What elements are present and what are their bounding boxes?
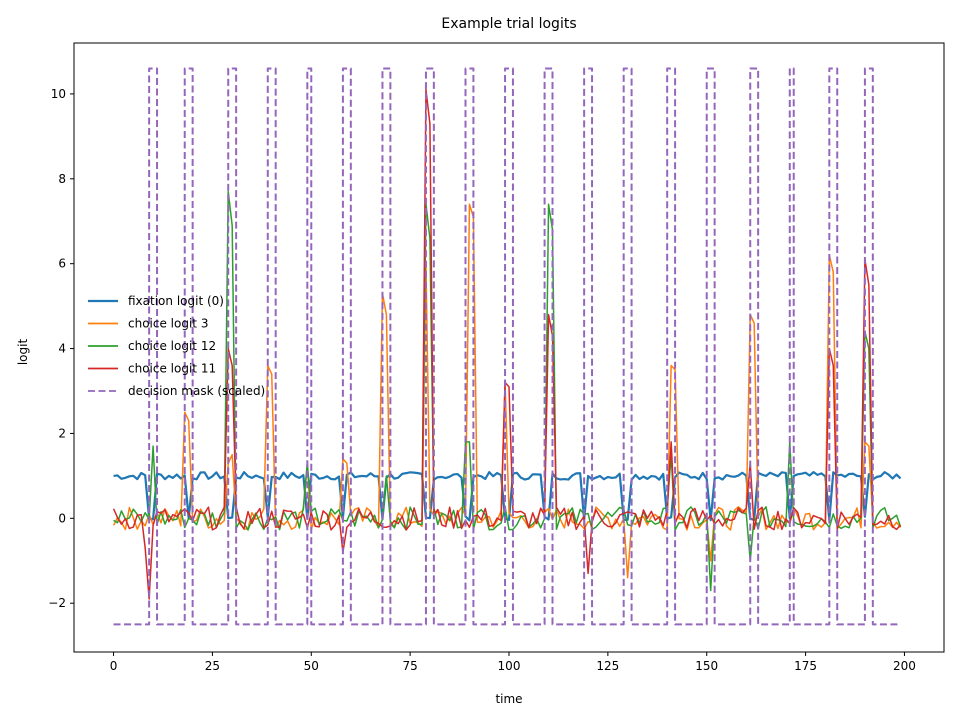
y-tick-label: 6 (58, 257, 66, 271)
y-tick-label: −2 (48, 596, 66, 610)
x-tick-label: 100 (498, 659, 521, 673)
y-tick-label: 0 (58, 511, 66, 525)
legend-label: decision mask (scaled) (128, 384, 265, 398)
legend-label: fixation logit (0) (128, 294, 224, 308)
series-line-4 (113, 67, 901, 626)
axis-ticks: 0 25 50 75 100 125 150 175 200 −2 0 2 4 6 8 10 (48, 87, 916, 673)
x-tick-label: 175 (794, 659, 817, 673)
legend-label: choice logit 11 (128, 362, 216, 376)
x-axis-label: time (495, 692, 522, 706)
x-tick-label: 0 (110, 659, 118, 673)
legend-label: choice logit 3 (128, 317, 208, 331)
y-tick-label: 10 (51, 87, 66, 101)
x-tick-label: 125 (596, 659, 619, 673)
series-line-3 (112, 88, 902, 600)
x-tick-label: 50 (304, 659, 319, 673)
legend: fixation logit (0) choice logit 3 choice l… (88, 294, 265, 398)
y-tick-label: 4 (58, 342, 66, 356)
x-tick-label: 200 (893, 659, 916, 673)
x-tick-label: 75 (402, 659, 417, 673)
x-tick-label: 25 (205, 659, 220, 673)
x-tick-label: 150 (695, 659, 718, 673)
y-axis-label: logit (16, 339, 30, 366)
chart-title: Example trial logits (441, 16, 576, 32)
y-tick-label: 2 (58, 426, 66, 440)
legend-label: choice logit 12 (128, 339, 216, 353)
y-tick-label: 8 (58, 172, 66, 186)
